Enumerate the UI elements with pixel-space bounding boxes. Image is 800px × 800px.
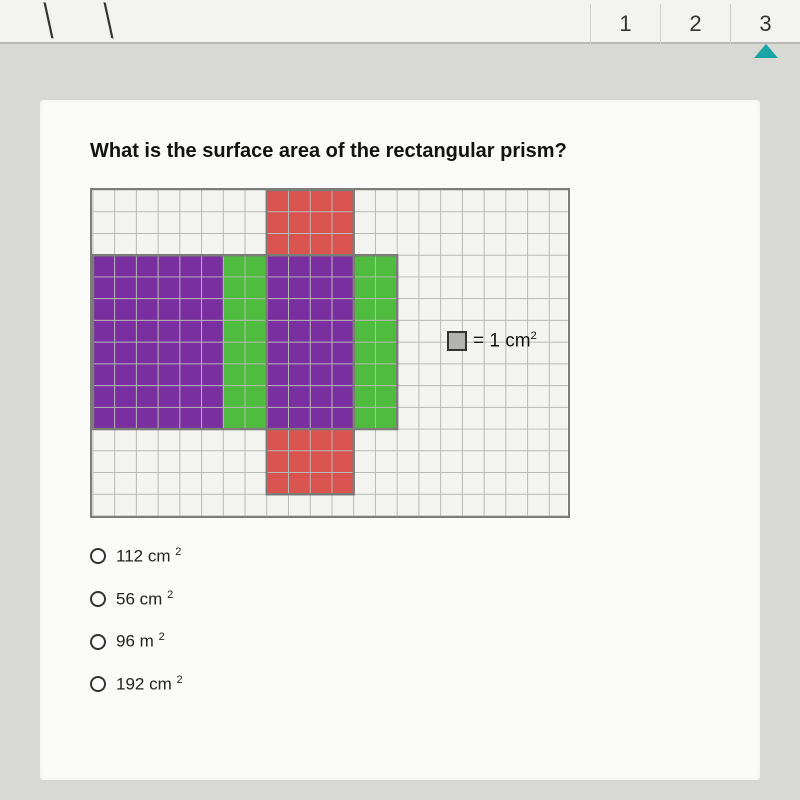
option-a[interactable]: 112 cm 2 — [90, 546, 720, 567]
tab-3[interactable]: 3 — [730, 4, 800, 44]
tab-2[interactable]: 2 — [660, 4, 730, 44]
grid-svg — [92, 190, 568, 516]
option-c-label: 96 m 2 — [116, 631, 165, 652]
radio-icon — [90, 676, 106, 692]
radio-icon — [90, 548, 106, 564]
option-d[interactable]: 192 cm 2 — [90, 674, 720, 695]
question-tab-strip: 1 2 3 — [590, 0, 800, 44]
net-diagram: = 1 cm2 — [90, 188, 570, 518]
option-c[interactable]: 96 m 2 — [90, 631, 720, 652]
question-text: What is the surface area of the rectangu… — [90, 140, 720, 163]
radio-icon — [90, 634, 106, 650]
option-b[interactable]: 56 cm 2 — [90, 589, 720, 610]
option-a-label: 112 cm 2 — [116, 546, 181, 567]
legend-text: = 1 cm2 — [473, 330, 537, 352]
legend-square-icon — [447, 331, 467, 351]
tab-1[interactable]: 1 — [590, 4, 660, 44]
back-chevron-icon-2: ╲ — [96, 2, 121, 38]
option-d-label: 192 cm 2 — [116, 674, 183, 695]
radio-icon — [90, 591, 106, 607]
question-card: What is the surface area of the rectangu… — [40, 100, 760, 780]
back-chevron-icon: ╲ — [36, 2, 61, 38]
legend: = 1 cm2 — [447, 330, 537, 352]
answer-options: 112 cm 2 56 cm 2 96 m 2 192 cm 2 — [90, 546, 720, 695]
top-bar: ╲ ╲ 1 2 3 — [0, 0, 800, 44]
option-b-label: 56 cm 2 — [116, 589, 173, 610]
